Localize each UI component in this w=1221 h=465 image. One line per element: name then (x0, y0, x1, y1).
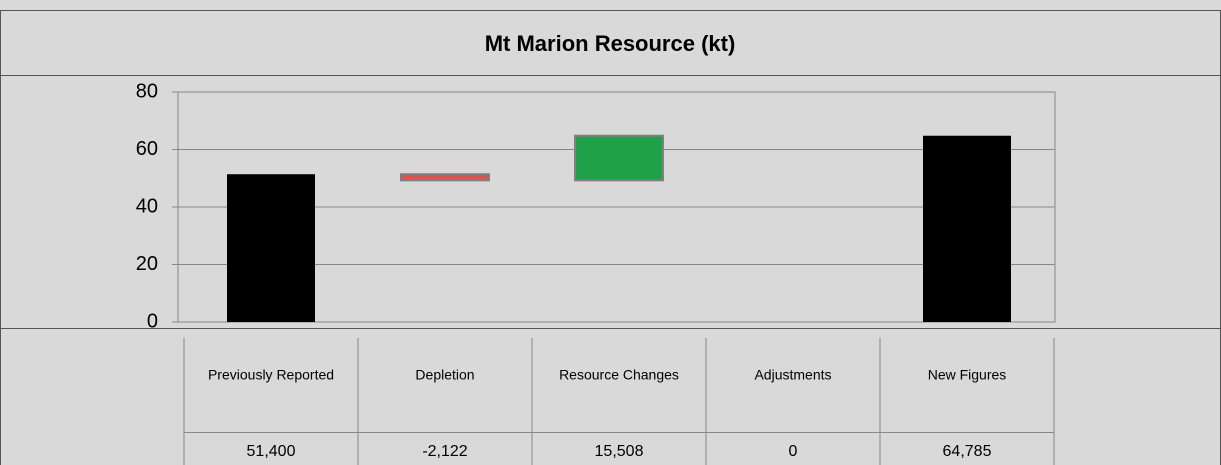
y-tick-label: 60 (136, 138, 158, 160)
category-label: Resource Changes (559, 367, 679, 383)
category-label: Depletion (415, 367, 474, 383)
value-label: 51,400 (247, 443, 296, 460)
category-label: Previously Reported (208, 367, 334, 383)
y-tick-label: 0 (147, 310, 158, 332)
frame (0, 10, 1221, 465)
y-tick-label: 20 (136, 253, 158, 275)
value-label: 0 (789, 443, 798, 460)
y-tick-label: 80 (136, 80, 158, 102)
bar (227, 174, 315, 322)
category-label: New Figures (928, 367, 1007, 383)
chart-title: Mt Marion Resource (kt) (485, 31, 736, 56)
value-label: 64,785 (943, 443, 992, 460)
category-label: Adjustments (754, 367, 831, 383)
bar (400, 173, 490, 182)
y-tick-label: 40 (136, 195, 158, 217)
value-label: 15,508 (595, 443, 644, 460)
bar (923, 135, 1011, 322)
value-label: -2,122 (422, 443, 467, 460)
bar (574, 134, 664, 182)
